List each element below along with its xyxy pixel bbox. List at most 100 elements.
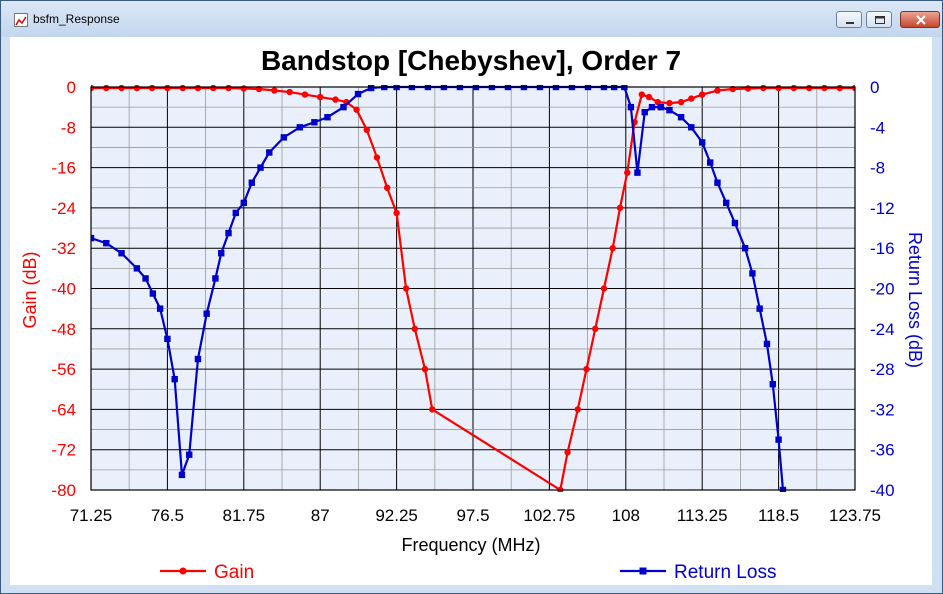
legend-marker — [179, 567, 187, 575]
x-tick-label: 81.75 — [223, 506, 266, 525]
data-point — [707, 159, 714, 166]
data-point — [296, 124, 304, 131]
maximize-button[interactable] — [866, 11, 892, 28]
x-tick-label: 118.5 — [758, 506, 799, 525]
data-point — [627, 103, 635, 111]
data-point — [212, 275, 219, 282]
data-point — [749, 270, 756, 277]
data-point — [148, 85, 156, 92]
x-tick-label: 97.5 — [456, 506, 489, 525]
data-point — [583, 365, 590, 373]
x-tick-label: 76.5 — [151, 506, 184, 525]
data-point — [178, 471, 186, 479]
data-point — [164, 85, 171, 92]
axes: 71.25 76.5 81.75 87 92.25 97.5 102.75 108 113.25… — [51, 78, 894, 525]
data-point — [194, 355, 202, 363]
data-point — [600, 285, 608, 292]
data-point — [688, 124, 695, 131]
y-left-tick-label: -56 — [51, 360, 76, 379]
data-point — [666, 99, 673, 107]
data-point — [677, 98, 685, 106]
y-left-tick-label: -8 — [61, 118, 76, 137]
data-point — [592, 325, 599, 332]
data-point — [103, 85, 110, 92]
close-button[interactable] — [900, 11, 940, 28]
data-point — [821, 85, 828, 92]
data-point — [118, 85, 125, 92]
data-point — [714, 87, 721, 94]
data-point — [421, 365, 429, 373]
x-axis-label: Frequency (MHz) — [401, 535, 540, 555]
data-point — [311, 119, 318, 126]
data-point — [353, 106, 360, 113]
data-point — [179, 85, 186, 92]
data-point — [354, 90, 362, 98]
data-point — [218, 250, 225, 257]
legend-label: Gain — [214, 562, 254, 583]
y-axis-right-label: Return Loss (dB) — [905, 232, 925, 368]
data-point — [156, 305, 164, 312]
data-point — [317, 93, 324, 101]
y-left-tick-label: -72 — [51, 441, 76, 460]
y-right-tick-label: -24 — [870, 320, 895, 339]
chart-app-icon — [14, 13, 28, 27]
y-left-tick-label: -48 — [51, 320, 76, 339]
data-point — [429, 406, 436, 413]
minimize-button[interactable] — [836, 11, 862, 28]
data-point — [232, 209, 239, 217]
data-point — [286, 88, 293, 96]
data-point — [240, 85, 247, 92]
y-left-tick-label: -16 — [51, 159, 76, 178]
data-point — [363, 126, 370, 134]
data-point — [731, 219, 739, 227]
data-point — [744, 85, 752, 92]
data-point — [641, 108, 648, 116]
x-tick-label: 87 — [311, 506, 330, 525]
title-bar[interactable]: bsfm_Response — [1, 1, 942, 37]
data-point — [657, 103, 664, 111]
y-right-tick-label: -12 — [870, 199, 895, 218]
data-point — [775, 436, 782, 443]
data-point — [280, 134, 288, 141]
data-point — [367, 85, 375, 92]
data-point — [225, 85, 232, 92]
data-point — [624, 169, 631, 176]
y-left-tick-label: -24 — [51, 199, 76, 218]
data-point — [634, 169, 641, 176]
close-icon — [916, 15, 926, 25]
legend: Gain Return Loss — [160, 562, 776, 583]
data-point — [654, 98, 662, 106]
y-left-tick-label: -64 — [51, 400, 76, 419]
data-point — [699, 91, 706, 98]
data-point — [393, 209, 400, 217]
data-point — [266, 149, 273, 156]
data-point — [324, 114, 331, 121]
y-axis-left-label: Gain (dB) — [20, 251, 40, 328]
data-point — [699, 139, 706, 146]
window-title: bsfm_Response — [33, 12, 120, 26]
x-tick-label: 113.25 — [677, 506, 728, 525]
data-point — [142, 275, 149, 282]
legend-marker — [639, 567, 647, 575]
data-point — [763, 340, 771, 348]
data-point — [103, 239, 110, 247]
data-point — [760, 85, 767, 92]
data-point — [648, 103, 656, 111]
minimize-icon — [846, 22, 854, 24]
data-point — [616, 204, 624, 212]
data-point — [194, 85, 202, 92]
data-point — [564, 449, 571, 456]
chart-area: 71.25 76.5 81.75 87 92.25 97.5 102.75 108 113.25… — [10, 37, 932, 585]
data-point — [411, 325, 418, 332]
y-left-tick-label: 0 — [67, 78, 76, 97]
y-left-tick-label: -80 — [51, 481, 76, 500]
data-point — [775, 85, 782, 92]
x-tick-label: 108 — [612, 506, 640, 525]
data-point — [133, 85, 141, 92]
x-tick-label: 123.75 — [829, 506, 881, 525]
data-point — [383, 184, 391, 191]
data-point — [714, 179, 721, 186]
data-point — [638, 91, 646, 98]
data-point — [118, 250, 125, 257]
